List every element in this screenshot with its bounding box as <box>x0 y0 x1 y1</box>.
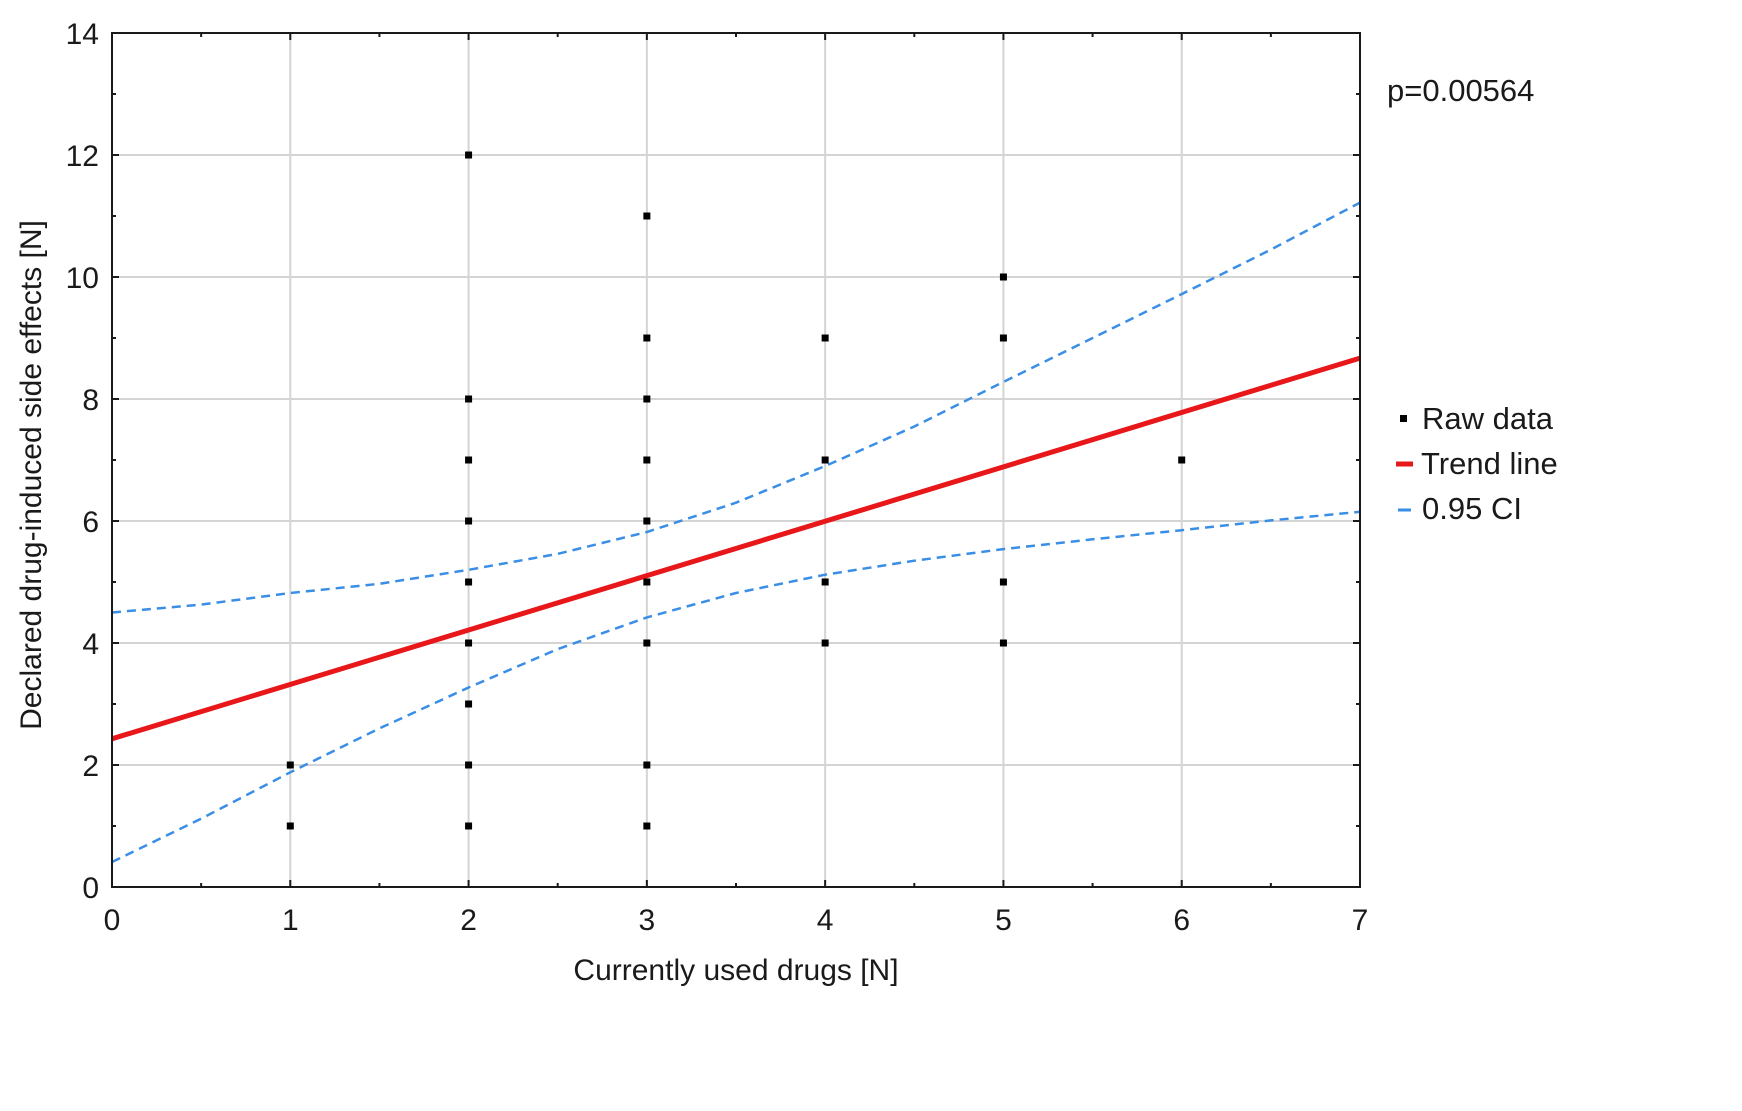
raw-data-point <box>643 212 651 220</box>
trend-line <box>111 355 1361 742</box>
x-tick-label: 2 <box>460 904 477 937</box>
raw-data-point <box>1178 456 1186 464</box>
raw-data-point <box>999 273 1007 281</box>
raw-data-point <box>643 517 651 525</box>
axis-ticks <box>111 32 1361 888</box>
confidence-band <box>111 201 1361 864</box>
raw-data-point <box>643 456 651 464</box>
y-tick-label: 8 <box>82 384 99 417</box>
x-tick-label: 4 <box>817 904 834 937</box>
raw-data-point <box>465 761 473 769</box>
raw-data-point <box>821 639 829 647</box>
raw-data-point <box>465 395 473 403</box>
x-tick-label: 1 <box>282 904 299 937</box>
raw-data-point <box>643 578 651 586</box>
raw-data-point <box>465 700 473 708</box>
raw-data-point <box>643 395 651 403</box>
raw-data-point <box>643 761 651 769</box>
raw-data-point <box>821 334 829 342</box>
x-tick-label: 3 <box>639 904 656 937</box>
raw-data-point <box>465 151 473 159</box>
legend: Raw data Trend line 0.95 CI <box>1396 401 1558 526</box>
legend-trend-line-label: Trend line <box>1421 446 1558 481</box>
x-axis-title: Currently used drugs [N] <box>573 954 898 987</box>
raw-data-point <box>465 639 473 647</box>
raw-data-point <box>999 639 1007 647</box>
raw-data-point <box>643 334 651 342</box>
x-tick-label: 0 <box>104 904 121 937</box>
y-tick-label: 2 <box>82 750 99 783</box>
trend-line-group <box>111 355 1361 742</box>
x-tick-labels: 0 1 2 3 4 5 6 7 <box>104 904 1369 937</box>
y-tick-label: 6 <box>82 506 99 539</box>
x-tick-label: 7 <box>1352 904 1369 937</box>
raw-data-point <box>286 761 294 769</box>
raw-data-point <box>465 456 473 464</box>
grid-lines <box>112 33 1360 887</box>
raw-data-point <box>999 578 1007 586</box>
p-value-annotation: p=0.00564 <box>1387 73 1534 108</box>
x-tick-label: 5 <box>995 904 1012 937</box>
raw-data-point <box>286 822 294 830</box>
y-tick-label: 0 <box>82 872 99 905</box>
raw-data-point <box>643 822 651 830</box>
y-axis-title: Declared drug-induced side effects [N] <box>15 220 48 730</box>
x-tick-label: 6 <box>1173 904 1190 937</box>
plot-frame <box>111 32 1361 888</box>
raw-data-point <box>821 578 829 586</box>
y-tick-label: 12 <box>66 140 99 173</box>
raw-data-point <box>821 456 829 464</box>
raw-data-point <box>465 578 473 586</box>
y-tick-label: 10 <box>66 262 99 295</box>
y-tick-labels: 0 2 4 6 8 10 12 14 <box>66 18 99 905</box>
legend-raw-data-swatch <box>1400 415 1407 422</box>
legend-raw-data-label: Raw data <box>1422 401 1554 436</box>
legend-ci-label: 0.95 CI <box>1422 491 1522 526</box>
y-tick-label: 14 <box>66 18 99 51</box>
ci-upper-bound <box>111 201 1361 614</box>
raw-data-point <box>465 517 473 525</box>
y-tick-label: 4 <box>82 628 99 661</box>
raw-data-point <box>999 334 1007 342</box>
raw-data-point <box>643 639 651 647</box>
raw-data-point <box>465 822 473 830</box>
ci-lower-bound <box>111 510 1361 864</box>
raw-data-points <box>286 151 1186 830</box>
